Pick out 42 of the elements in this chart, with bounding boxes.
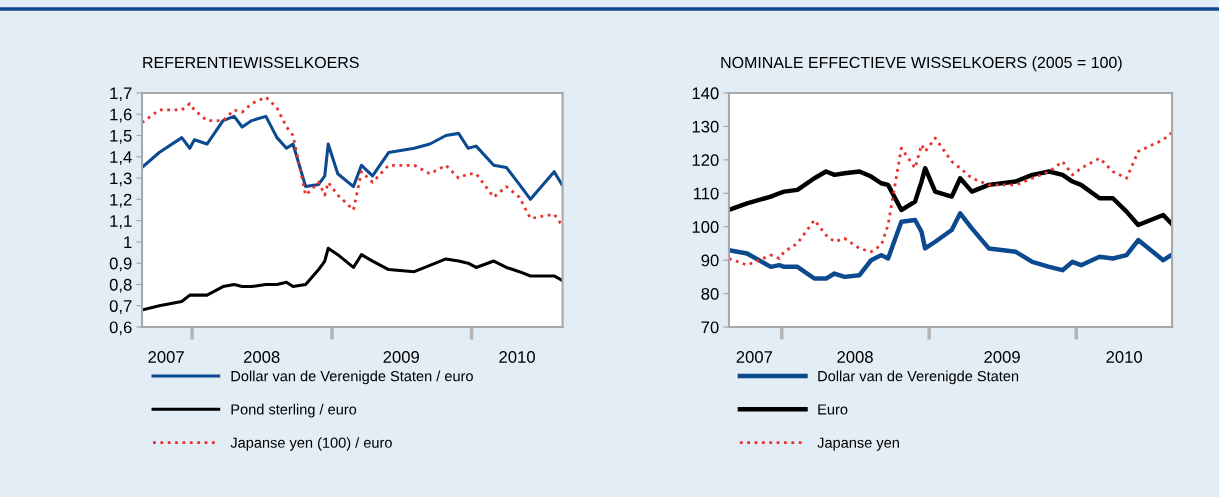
y-tick-label: 120: [692, 154, 719, 167]
y-tick-label: 0,9: [109, 257, 132, 272]
y-tick-label: 90: [701, 254, 719, 267]
y-tick-label: 1,1: [110, 215, 132, 229]
y-tick-label: 1,4: [110, 151, 132, 165]
y-tick-label: 70: [701, 321, 719, 334]
legend-label: Dollar van de Verenigde Staten / euro: [231, 370, 473, 385]
line-series: [142, 114, 563, 201]
x-tick-label: 2008: [243, 351, 280, 363]
legend-label: Pond sterling / euro: [231, 403, 357, 418]
y-tick-label: 140: [692, 87, 719, 100]
x-tick-label: 2007: [736, 351, 773, 363]
line-series: [728, 131, 1173, 267]
legend-label: Euro: [818, 404, 848, 415]
x-tick-label: 2009: [383, 351, 419, 363]
legend-label: Japanse yen (100) / euro: [230, 437, 392, 451]
y-tick-label: 100: [692, 221, 719, 233]
y-tick-label: 80: [701, 287, 719, 300]
chart-title: NOMINALE EFFECTIEVE WISSELKOERS (2005 = 100): [721, 56, 1122, 72]
y-tick-label: 1,7: [110, 87, 132, 102]
y-tick-label: 1,6: [110, 108, 132, 123]
legend-label: Japanse yen: [817, 437, 899, 451]
line-series: [142, 246, 563, 312]
x-tick-label: 2010: [1106, 351, 1143, 363]
y-tick-label: 110: [693, 187, 719, 200]
chart-title: REFERENTIEWISSELKOERS: [143, 56, 359, 69]
x-tick-label: 2009: [984, 351, 1020, 363]
line-series: [142, 95, 563, 227]
line-series: [728, 211, 1173, 281]
y-tick-label: 1,3: [110, 172, 132, 187]
x-tick-label: 2007: [148, 351, 184, 363]
y-tick-label: 0,6: [109, 321, 132, 336]
y-tick-label: 1,5: [110, 130, 132, 144]
x-tick-label: 2008: [837, 351, 873, 363]
y-tick-label: 0,7: [109, 300, 132, 314]
y-tick-label: 1,2: [110, 193, 132, 208]
line-series: [728, 165, 1173, 228]
legend-label: Dollar van de Verenigde Staten: [818, 370, 1019, 385]
x-tick-label: 2010: [499, 351, 535, 363]
y-tick-label: 0,8: [109, 278, 132, 293]
y-tick-label: 1: [124, 236, 132, 248]
y-tick-label: 130: [692, 120, 719, 133]
